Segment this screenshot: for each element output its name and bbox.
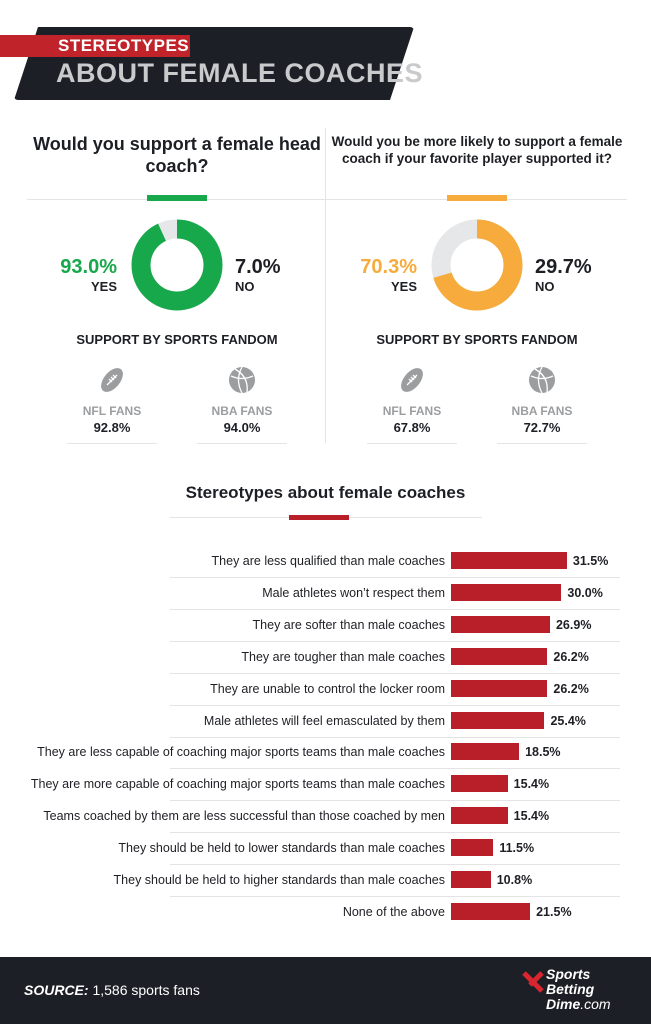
- fan-value: 72.7%: [523, 420, 561, 435]
- divider: [67, 443, 157, 444]
- bar-label: They should be held to higher standards …: [113, 873, 445, 887]
- yes-percent: 93.0%: [60, 256, 117, 278]
- bar: [451, 615, 550, 633]
- fan-value: 92.8%: [93, 420, 131, 435]
- row-divider: [170, 640, 620, 642]
- no-label: NO: [235, 279, 255, 294]
- bar-label: They are less qualified than male coache…: [211, 554, 445, 568]
- accent-bar: [147, 195, 207, 201]
- fan-stat: NFL FANS 92.8%: [77, 365, 147, 435]
- bar-label: They are more capable of coaching major …: [30, 777, 445, 792]
- divider: [497, 443, 587, 444]
- bar-value: 18.5%: [525, 745, 561, 760]
- footer: SOURCE: 1,586 sports fans Sports Betting D…: [0, 957, 651, 1024]
- bar-label: They are tougher than male coaches: [241, 649, 445, 664]
- row-divider: [170, 896, 620, 897]
- sportsbettingdime-logo: Sports Betting Dime.com: [522, 967, 632, 1017]
- row-divider: [170, 577, 620, 578]
- bar-label: They should be held to lower standards t…: [118, 841, 445, 856]
- bar: [451, 583, 562, 601]
- bar: [451, 552, 567, 569]
- bar-value: 11.5%: [499, 841, 535, 856]
- fan-label: NBA FANS: [211, 404, 273, 418]
- fan-value: 94.0%: [223, 420, 261, 435]
- bar-label: Male athletes won’t respect them: [262, 585, 445, 600]
- basketball-icon: [507, 365, 577, 400]
- bar-value: 15.4%: [513, 777, 550, 792]
- fan-label: NBA FANS: [511, 404, 573, 418]
- bar-value: 26.9%: [555, 617, 592, 632]
- chart-title: Stereotypes about female coaches: [185, 483, 466, 502]
- bar-value: 25.4%: [550, 713, 586, 728]
- bar: [451, 902, 531, 920]
- row-divider: [170, 608, 620, 610]
- bar-label: They are unable to control the locker ro…: [210, 681, 445, 696]
- bar-label: Male athletes will feel emasculated by t…: [203, 713, 445, 728]
- row-divider: [170, 672, 620, 674]
- bar: [451, 743, 520, 761]
- yes-label: YES: [90, 279, 117, 294]
- bar-value: 26.2%: [553, 681, 589, 696]
- row-divider: [170, 736, 620, 738]
- bar: [451, 711, 545, 729]
- fan-stat: NBA FANS 94.0%: [207, 365, 277, 435]
- header-tag: STEREOTYPES: [58, 36, 190, 55]
- row-divider: [170, 800, 620, 802]
- fan-value: 67.8%: [393, 420, 431, 435]
- column-divider: [325, 128, 326, 443]
- donut-yes-segment: [431, 219, 523, 311]
- bar-value: 30.0%: [567, 585, 603, 600]
- row-divider: [170, 704, 620, 706]
- tag-ribbon: [0, 35, 190, 57]
- bar-value: 10.8%: [496, 873, 533, 887]
- no-label: NO: [535, 279, 555, 294]
- fandom-title: SUPPORT BY SPORTS FANDOM: [376, 332, 578, 347]
- bar: [451, 775, 508, 793]
- source-text: 1,586 sports fans: [88, 982, 200, 998]
- bar-label: They are less capable of coaching major …: [37, 745, 445, 760]
- fandom-title: SUPPORT BY SPORTS FANDOM: [76, 332, 278, 347]
- basketball-icon: [207, 365, 277, 400]
- accent-bar: [289, 515, 349, 520]
- bar-label: Teams coached by them are less successfu…: [43, 809, 445, 824]
- bar: [451, 647, 548, 665]
- accent-bar: [447, 195, 507, 201]
- football-icon: [77, 365, 147, 400]
- header-title: ABOUT FEMALE COACHES: [56, 58, 423, 88]
- right-donut-chart: [431, 219, 523, 311]
- football-icon: [377, 365, 447, 400]
- yes-percent: 70.3%: [360, 256, 417, 278]
- fan-label: NFL FANS: [82, 404, 142, 418]
- bar: [451, 679, 548, 697]
- bar-label: None of the above: [342, 904, 445, 919]
- bar: [451, 839, 494, 857]
- no-percent: 29.7%: [535, 256, 592, 278]
- divider: [367, 443, 457, 444]
- bar-value: 31.5%: [572, 554, 609, 568]
- row-divider: [170, 832, 620, 834]
- row-divider: [170, 864, 620, 866]
- source-label: SOURCE:: [24, 982, 89, 998]
- bar: [451, 807, 508, 825]
- bar-value: 15.4%: [513, 809, 550, 824]
- fan-stat: NBA FANS 72.7%: [507, 365, 577, 435]
- bar-label: They are softer than male coaches: [252, 617, 445, 632]
- left-donut-chart: [131, 219, 223, 311]
- bar-value: 26.2%: [553, 649, 589, 664]
- yes-label: YES: [390, 279, 417, 294]
- donut-yes-segment: [131, 219, 223, 311]
- right-question: Would you be more likely to support a fe…: [331, 134, 623, 166]
- fan-stat: NFL FANS 67.8%: [377, 365, 447, 435]
- divider: [197, 443, 287, 444]
- left-question: Would you support a female head coach?: [33, 134, 321, 176]
- no-percent: 7.0%: [235, 256, 281, 278]
- bar: [451, 871, 491, 888]
- row-divider: [170, 768, 620, 770]
- bar-value: 21.5%: [536, 904, 572, 919]
- fan-label: NFL FANS: [382, 404, 442, 418]
